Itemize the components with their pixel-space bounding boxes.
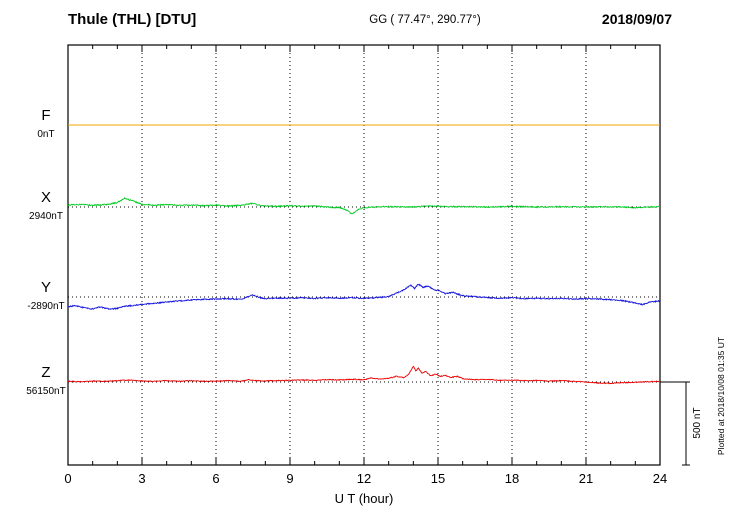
geo-coordinates: GG ( 77.47°, 290.77°): [369, 14, 481, 26]
series-label-X: X: [41, 189, 51, 206]
x-tick-label: 21: [579, 471, 593, 486]
trace-X: [67, 196, 661, 215]
series-label-Y: Y: [41, 279, 51, 296]
series-baseline-value-Y: -2890nT: [27, 301, 64, 312]
station-title: Thule (THL) [DTU]: [68, 11, 196, 28]
x-tick-label: 15: [431, 471, 445, 486]
trace-Y: [67, 283, 661, 311]
generated-plot-content: 0 3 6 9 12 15 18 21 24 F 0nT X 2940nT Y -2890nT Z 56150n…: [26, 45, 690, 486]
plot-date: 2018/09/07: [602, 11, 672, 27]
x-tick-label: 0: [64, 471, 71, 486]
x-tick-label: 3: [138, 471, 145, 486]
x-tick-label: 9: [286, 471, 293, 486]
series-baseline-value-X: 2940nT: [29, 211, 63, 222]
x-tick-label: 18: [505, 471, 519, 486]
series-label-F: F: [41, 107, 50, 124]
trace-Z: [67, 365, 661, 385]
x-tick-label: 6: [212, 471, 219, 486]
series-baseline-value-Z: 56150nT: [26, 386, 65, 397]
plotted-note: Plotted at 2018/10/08 01:35 UT: [716, 337, 726, 455]
x-tick-label: 24: [653, 471, 667, 486]
x-tick-label: 12: [357, 471, 371, 486]
x-axis-label: U T (hour): [335, 491, 394, 506]
series-baseline-value-F: 0nT: [37, 129, 54, 140]
series-label-Z: Z: [41, 364, 50, 381]
scale-bar-label: 500 nT: [692, 407, 703, 438]
